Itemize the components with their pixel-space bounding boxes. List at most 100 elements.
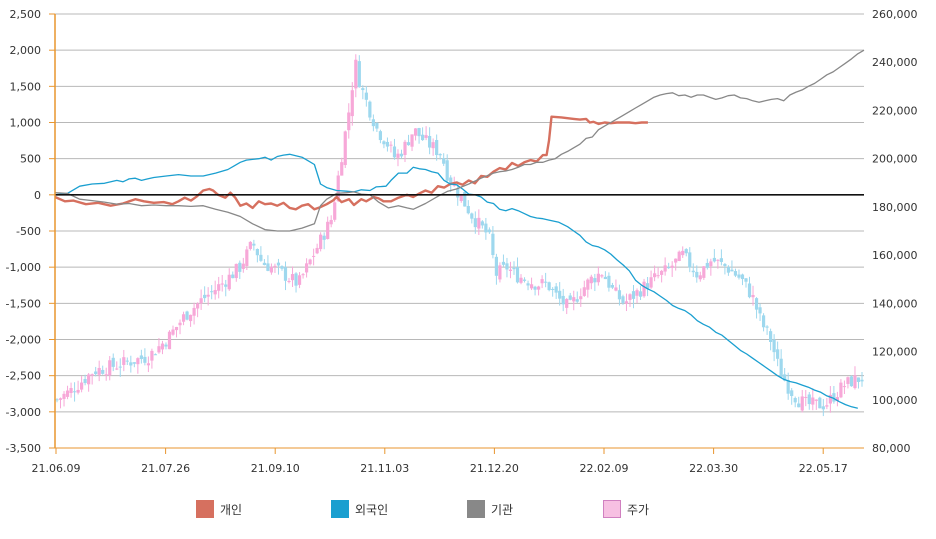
candle-body [315,247,319,254]
candle-body [568,295,572,300]
candle-body [695,271,699,278]
foreign-line [54,153,858,409]
candle-body [610,284,615,288]
candle-body [761,315,766,328]
candle-body [540,279,544,284]
candle-body [551,288,555,290]
candle-body [558,290,562,299]
right-tick-label: 140,000 [872,297,918,310]
legend-item-stock-price[interactable]: 주가 [603,500,649,518]
candle-body [667,267,671,269]
right-tick-label: 120,000 [872,346,918,359]
candle-body [406,142,411,146]
left-tick-label: -3,500 [6,442,41,455]
candle-body [238,262,242,272]
candle-body [399,153,404,157]
candle-body [357,61,361,88]
candle-body [171,329,175,335]
candle-body [790,390,794,397]
candle-body [730,269,734,272]
candle-body [442,158,446,164]
candle-body [449,177,453,186]
candle-body [210,291,214,293]
candle-body [276,262,281,266]
candle-body [206,294,210,297]
candle-body [645,283,650,290]
candle-body [807,394,811,405]
candle-body [227,274,231,290]
legend-item-individual[interactable]: 개인 [196,500,242,518]
left-tick-label: -1,500 [6,297,41,310]
candle-body [839,382,843,398]
right-tick-label: 180,000 [872,201,918,214]
candle-body [565,298,569,308]
candle-body [681,250,685,256]
legend-label-institution: 기관 [491,502,514,517]
right-tick-label: 100,000 [872,394,918,407]
candle-body [192,307,196,316]
candle-body [203,294,207,299]
x-tick-label: 22.05.17 [799,462,848,475]
candle-body [378,131,383,141]
candle-body [480,221,484,226]
x-axis-ticks: 21.06.09 21.07.26 21.09.10 21.11.03 21.12.20… [32,447,864,475]
candle-body [814,399,818,401]
candle-body [631,291,636,299]
legend-item-foreign[interactable]: 외국인 [331,500,388,518]
candle-body [301,274,305,276]
candle-body [491,233,495,256]
candle-body [146,363,150,366]
legend-item-institution[interactable]: 기관 [467,500,513,518]
candle-body [319,234,323,250]
candle-body [473,218,477,228]
candle-body [108,360,112,376]
candle-body [196,303,200,309]
institution-line [54,49,865,232]
candle-body [55,399,59,401]
candle-body [459,195,463,201]
candle-body [80,382,84,390]
candle-body [69,388,73,394]
candle-body [389,144,393,146]
candle-body [554,286,558,293]
right-tick-label: 260,000 [872,8,918,21]
individual-line [54,115,648,211]
candle-body [579,296,583,300]
candle-body [856,377,861,382]
candle-body [674,258,678,263]
candle-body [793,398,797,403]
candle-body [174,326,179,331]
candle-body [308,259,312,265]
candle-body [582,287,586,296]
x-tick-label: 22.02.09 [580,462,629,475]
candle-body [157,346,161,353]
candle-body [484,223,488,233]
candle-body [410,134,414,147]
candle-body [65,390,70,397]
legend: 개인 외국인 기관 주가 [0,496,936,524]
x-tick-label: 21.12.20 [470,462,519,475]
candle-body [688,252,692,268]
candle-body [294,273,298,286]
candle-body [178,322,182,326]
candle-body [245,249,249,266]
left-tick-label: 0 [34,189,41,202]
candle-body [832,393,836,402]
right-axis-ticks: 260,000 240,000 220,000 200,000 180,000 160,0… [872,8,918,455]
candle-body [804,396,808,398]
legend-swatch-foreign [331,500,349,518]
candle-body [304,263,309,273]
candle-body [125,360,129,362]
candle-body [628,294,632,300]
candle-body [273,265,277,267]
candle-body [709,261,713,267]
candle-body [800,396,804,411]
candle-body [811,397,815,405]
candle-body [670,265,674,268]
candle-body [705,262,709,268]
right-tick-label: 240,000 [872,56,918,69]
candle-body [614,287,618,291]
candle-body [853,375,857,389]
candle-body [329,219,333,225]
candle-body [494,256,499,276]
